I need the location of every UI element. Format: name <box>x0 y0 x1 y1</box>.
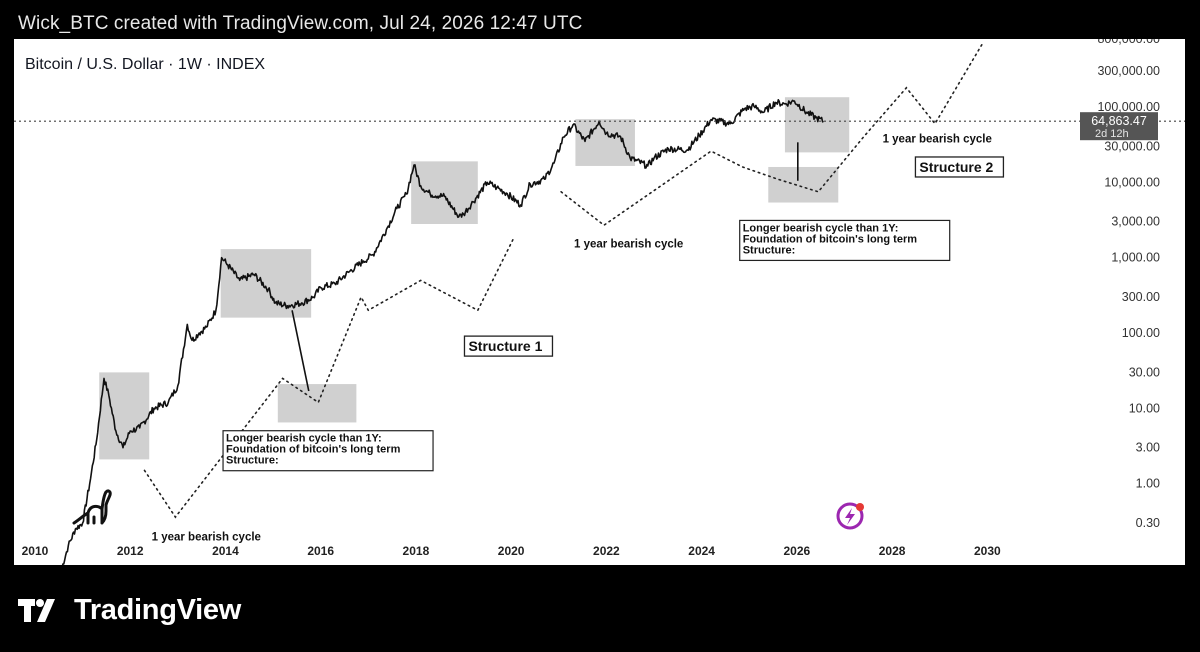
note-line: Longer bearish cycle than 1Y: <box>743 222 899 234</box>
bearish-cycle-label: 1 year bearish cycle <box>152 531 261 543</box>
note-frame <box>222 430 434 472</box>
y-tick-label: 10,000.00 <box>1104 175 1160 189</box>
highlight-box <box>575 119 635 166</box>
x-tick-label: 2022 <box>593 544 620 558</box>
highlight-box <box>784 97 850 153</box>
highlight-box <box>411 161 478 225</box>
structure-label-text: Structure 1 <box>468 338 542 354</box>
dino-icon-shape <box>72 489 112 525</box>
structure-label-text: Structure 2 <box>919 159 993 175</box>
x-tick-label: 2026 <box>784 544 811 558</box>
bearish-cycle-label: 1 year bearish cycle <box>883 134 992 146</box>
highlight-box <box>277 384 357 423</box>
x-tick-label: 2014 <box>212 544 239 558</box>
price-badge-value: 64,863.47 <box>1091 114 1147 128</box>
y-tick-label: 0.30 <box>1136 516 1160 530</box>
chart-title: Bitcoin / U.S. Dollar · 1W · INDEX <box>25 56 266 73</box>
structure-label: Structure 2 <box>914 156 1005 178</box>
y-tick-label: 800,000.00 <box>1097 39 1160 46</box>
tradingview-logo: TradingView <box>18 592 241 628</box>
structure-label: Structure 1 <box>463 335 554 357</box>
y-tick-label: 1,000.00 <box>1111 251 1160 265</box>
y-tick-label: 300,000.00 <box>1097 64 1160 78</box>
header-caption: Wick_BTC created with TradingView.com, J… <box>18 13 583 34</box>
y-tick-label: 300.00 <box>1122 290 1160 304</box>
bolt-shape <box>845 508 855 525</box>
note-frame <box>739 219 951 262</box>
chart-panel[interactable]: 800,000.00 300,000.00 100,000.00 30,000.00 1… <box>14 39 1185 565</box>
connector-line <box>291 310 310 392</box>
x-tick-label: 2012 <box>117 544 144 558</box>
note-line: Structure: <box>226 455 279 467</box>
note-line: Foundation of bitcoin's long term <box>743 233 918 245</box>
price-series-line <box>61 99 824 565</box>
x-tick-label: 2016 <box>307 544 334 558</box>
x-tick-label: 2024 <box>688 544 715 558</box>
x-tick-label: 2018 <box>403 544 430 558</box>
tradingview-logo-icon <box>18 599 55 622</box>
x-tick-label: 2028 <box>879 544 906 558</box>
structure-label-frame <box>914 156 1005 178</box>
price-chart[interactable]: 800,000.00 300,000.00 100,000.00 30,000.00 1… <box>14 39 1185 565</box>
brand-name: TradingView <box>74 593 241 626</box>
bearish-cycle-label: 1 year bearish cycle <box>574 238 683 250</box>
note-line: Longer bearish cycle than 1Y: <box>226 433 382 445</box>
alert-ring <box>836 502 864 530</box>
dino-icon <box>72 489 112 525</box>
y-tick-label: 100.00 <box>1122 326 1160 340</box>
y-tick-label: 3.00 <box>1136 441 1160 455</box>
note-line: Structure: <box>743 244 796 256</box>
projection-path <box>143 237 515 519</box>
price-badge <box>1080 112 1158 141</box>
y-tick-label: 30,000.00 <box>1104 139 1160 153</box>
y-tick-label: 1.00 <box>1136 477 1160 491</box>
lightning-alert-icon[interactable] <box>836 502 864 530</box>
x-tick-label: 2020 <box>498 544 525 558</box>
x-tick-label: 2010 <box>22 544 49 558</box>
y-tick-label: 3,000.00 <box>1111 215 1160 229</box>
x-tick-label: 2030 <box>974 544 1001 558</box>
highlight-box <box>768 166 839 203</box>
highlight-box <box>220 249 312 318</box>
y-tick-label: 30.00 <box>1129 365 1160 379</box>
note-line: Foundation of bitcoin's long term <box>226 444 401 456</box>
alert-dot <box>856 503 864 511</box>
price-badge-countdown: 2d 12h <box>1095 128 1129 140</box>
structure-label-frame <box>463 335 554 357</box>
y-tick-label: 10.00 <box>1129 401 1160 415</box>
y-tick-label: 100,000.00 <box>1097 100 1160 114</box>
